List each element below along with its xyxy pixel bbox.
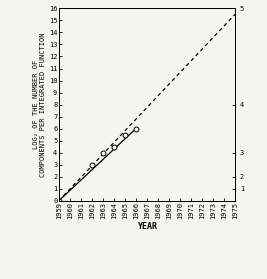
X-axis label: YEAR: YEAR	[137, 222, 157, 231]
Y-axis label: LOG₂ OF THE NUMBER OF
COMPONENTS PER INTEGRATED FUNCTION: LOG₂ OF THE NUMBER OF COMPONENTS PER INT…	[33, 32, 46, 177]
